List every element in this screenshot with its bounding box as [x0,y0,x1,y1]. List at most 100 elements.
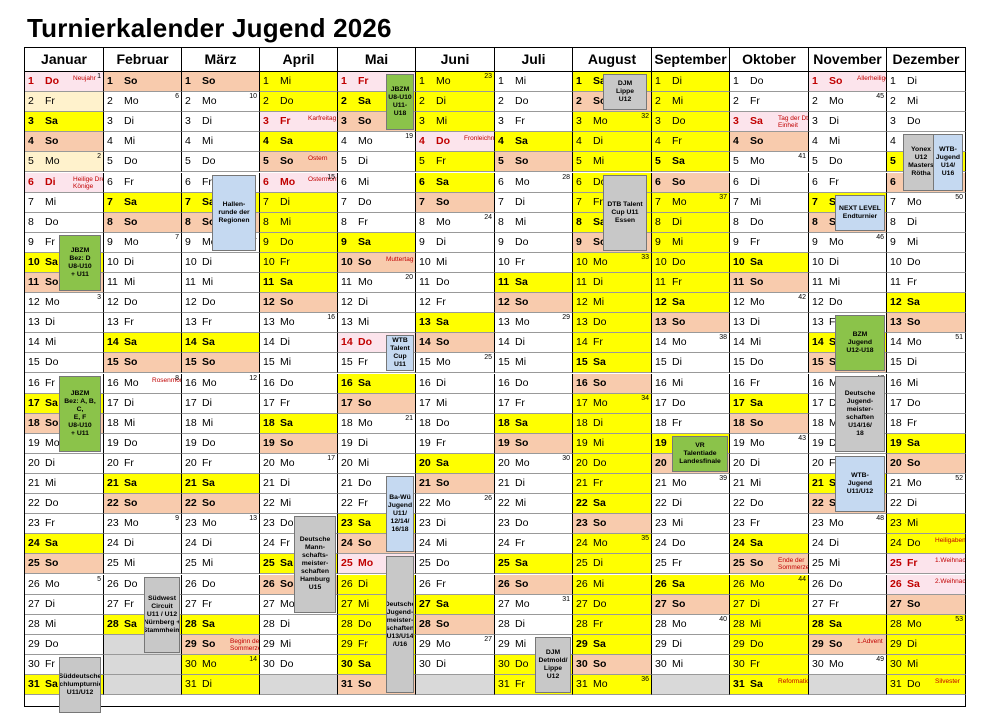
weekday: Mo [45,577,60,590]
day-number: 23 [107,517,119,530]
day-cell: 5 So Ostern [260,152,338,173]
day-number: 19 [419,436,431,449]
weekday: Mo [593,115,608,128]
weekday: Fr [750,517,760,530]
day-cell: 14 Sa [104,333,182,354]
weekday: Di [829,537,839,550]
day-number: 21 [419,477,431,489]
day-cell: 11 Do [416,273,495,294]
day-cell: 24 Di [104,534,182,555]
day-number: 20 [890,456,902,469]
day-number: 30 [812,657,824,670]
weekday: Fr [593,336,603,349]
weekday: Fr [124,597,134,610]
day-cell: 15 Do [730,353,809,374]
day-cell: 11 Fr [652,273,730,294]
month-header: Februar [104,48,182,72]
day-number: 22 [655,497,667,510]
weekday: Sa [907,296,920,309]
weekday: Do [280,376,294,389]
week-number: 26 [484,495,492,503]
day-number: 15 [263,356,275,369]
weekday: Mi [907,235,919,248]
day-number: 10 [576,255,588,268]
day-cell: 22 So [104,494,182,515]
day-cell: 21 Mo 39 [652,474,730,495]
weekday: Di [124,115,134,128]
weekday: Do [202,155,216,168]
day-number: 12 [341,296,353,309]
day-number: 24 [733,537,745,550]
week-number: 32 [641,113,649,121]
weekday: Di [436,95,446,108]
day-cell: 25 Fr 1.Weihnachtstag [887,554,966,575]
weekday: Sa [45,255,58,268]
day-cell: 4 Fr [652,132,730,153]
day-cell: 11 Mo 20 [338,273,416,294]
weekday: Mo [672,617,687,630]
day-number: 22 [498,497,510,510]
weekday: Do [672,255,686,268]
day-number: 15 [812,356,824,369]
day-number: 11 [812,276,823,288]
day-cell: 28 Di [260,614,338,635]
weekday: So [280,577,294,590]
day-number: 17 [419,396,431,409]
day-number: 25 [576,557,588,570]
day-cell: 4 Mi [809,132,887,153]
weekday: Mi [750,477,762,489]
day-number: 18 [890,416,902,429]
day-number: 11 [341,276,352,288]
day-cell: 25 Fr [652,554,730,575]
day-number: 24 [655,537,667,550]
week-number: 43 [798,434,806,442]
day-number: 13 [419,316,431,329]
day-number: 15 [890,356,902,369]
day-cell: 23 Do [495,514,573,535]
day-number: 17 [498,396,510,409]
weekday: Mo [358,557,374,570]
day-cell: 8 Mi [495,212,573,233]
day-number: 4 [576,135,582,148]
weekday: Mo [202,376,217,389]
day-cell: 12 Mo 3 [25,293,104,314]
weekday: Di [907,637,917,650]
day-number: 21 [655,477,667,489]
day-cell: 3 Do [887,112,966,133]
day-number: 18 [185,416,197,429]
weekday: Sa [750,255,763,268]
week-number: 27 [484,635,492,643]
day-cell: 17 Di [182,393,260,414]
day-number: 24 [498,537,510,550]
weekday: Di [515,477,525,489]
day-cell: 29 Do [25,634,104,655]
week-number: 25 [484,354,492,362]
day-number: 11 [263,276,275,288]
weekday: Mi [280,356,292,369]
holiday-note: Beginn der Sommerzeit [230,637,260,652]
day-cell: 23 Di [416,514,495,535]
weekday: Do [280,95,294,108]
day-cell: 2 Mo 45 [809,92,887,113]
day-number: 10 [341,255,353,268]
week-number: 9 [175,515,179,523]
day-number: 24 [890,537,902,550]
weekday: Fr [124,316,134,329]
weekday: Di [515,336,525,349]
weekday: Fr [202,597,212,610]
day-cell: 10 Di [809,252,887,273]
month-header: Juni [416,48,495,72]
weekday: So [750,276,764,288]
week-number: 52 [955,475,963,482]
holiday-note: Karfreitag [308,115,337,123]
day-cell: 16 Mo 12 [182,373,260,394]
day-number: 8 [341,215,347,228]
day-cell: 29 Do [730,634,809,655]
month-header: September [652,48,730,72]
week-number: 2 [97,153,101,161]
day-cell: 18 Di [573,413,652,434]
day-number: 25 [419,557,431,570]
week-number: 12 [249,374,257,382]
day-number: 9 [576,235,582,248]
day-cell: 2 Mo 6 [104,92,182,113]
